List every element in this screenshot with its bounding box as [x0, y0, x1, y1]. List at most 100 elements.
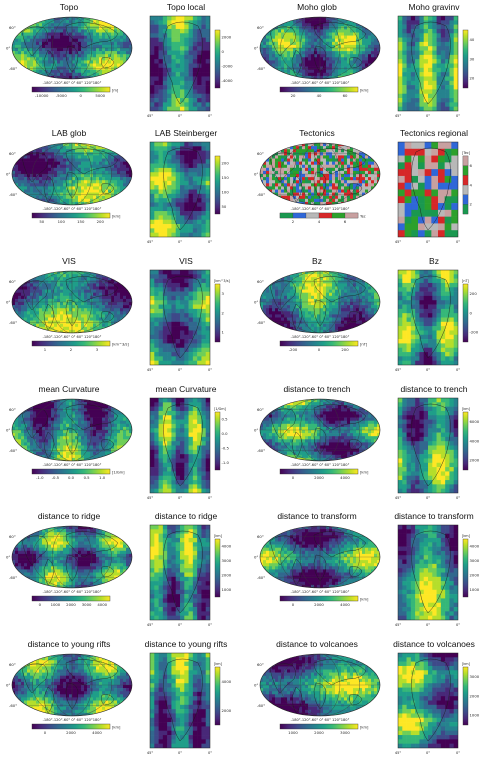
cell: [54, 63, 58, 67]
cell: [205, 98, 210, 103]
cell: [180, 185, 185, 190]
cell: [353, 51, 357, 55]
cell: [63, 48, 67, 52]
cell: [332, 41, 336, 46]
cell: [78, 283, 82, 287]
cell: [419, 28, 425, 34]
cell: [69, 292, 73, 297]
cell: [120, 54, 124, 58]
cell: [39, 286, 43, 290]
cell: [39, 201, 43, 205]
cell: [69, 146, 73, 150]
cell: [305, 189, 309, 193]
cell: [66, 20, 70, 24]
cell: [18, 44, 22, 49]
cell: [81, 44, 85, 49]
cell: [192, 185, 198, 190]
cell: [332, 161, 336, 165]
cell: [332, 174, 336, 178]
cell: [338, 195, 342, 200]
cell: [374, 38, 378, 43]
cell: [275, 63, 279, 67]
cell: [284, 51, 288, 55]
cell: [299, 149, 303, 153]
cell: [154, 72, 159, 77]
cell: [296, 161, 300, 165]
cell: [344, 48, 348, 52]
cell: [362, 26, 366, 30]
colorbar-swatch: [462, 194, 469, 205]
cell: [296, 170, 300, 175]
cell: [175, 159, 181, 164]
colorbar: [31, 86, 111, 93]
cell: [75, 271, 79, 275]
cell: [428, 89, 433, 95]
cell: [162, 172, 168, 177]
cell: [347, 189, 351, 193]
cell: [299, 23, 303, 27]
cell: [175, 176, 181, 182]
cell: [158, 224, 164, 229]
cell: [36, 155, 40, 159]
cell: [418, 155, 425, 163]
cell: [54, 23, 58, 27]
cell: [54, 286, 58, 290]
cell: [171, 20, 177, 25]
cell: [63, 286, 67, 290]
cell: [150, 180, 155, 186]
cell: [269, 38, 273, 43]
cell: [410, 33, 416, 38]
cell: [320, 51, 324, 55]
cell: [365, 41, 369, 46]
map-outline: [259, 142, 381, 206]
cell: [105, 29, 109, 33]
cell: [377, 167, 380, 172]
cell: [410, 72, 416, 77]
cell: [167, 24, 172, 30]
cell: [51, 274, 55, 278]
cell: [69, 314, 73, 318]
cell: [24, 161, 28, 165]
cell: [284, 32, 288, 36]
cell: [423, 72, 429, 77]
cell: [84, 161, 88, 165]
cell: [81, 298, 85, 303]
colorbar-tick: -2000: [222, 64, 234, 69]
cell: [150, 185, 155, 190]
cell: [272, 183, 276, 187]
cell: [96, 164, 100, 169]
cell: [21, 195, 25, 200]
cell: [69, 302, 73, 306]
cell: [350, 167, 354, 172]
cell: [15, 146, 19, 150]
cell: [33, 63, 37, 67]
cell: [45, 298, 49, 303]
cell: [335, 72, 339, 77]
cell: [308, 60, 312, 64]
cell: [126, 180, 130, 184]
cell: [158, 33, 164, 38]
cell: [308, 75, 312, 79]
colorbar-tick: 20: [470, 76, 475, 81]
cell: [111, 298, 115, 303]
cell: [27, 158, 31, 162]
cell: [24, 274, 28, 278]
cell: [305, 158, 309, 162]
cell: [123, 51, 127, 55]
cell: [105, 26, 109, 30]
cell: [188, 146, 194, 151]
cell: [102, 186, 106, 190]
cell: [287, 143, 291, 147]
cell: [48, 69, 52, 74]
cell: [419, 98, 425, 103]
cell: [311, 189, 315, 193]
cell: [48, 44, 52, 49]
cell: [30, 164, 34, 169]
cell: [365, 170, 369, 175]
cell: [329, 29, 333, 33]
cell: [72, 63, 76, 67]
cell: [57, 155, 61, 159]
cell: [120, 158, 124, 162]
cell: [30, 280, 34, 284]
cell: [48, 152, 52, 156]
